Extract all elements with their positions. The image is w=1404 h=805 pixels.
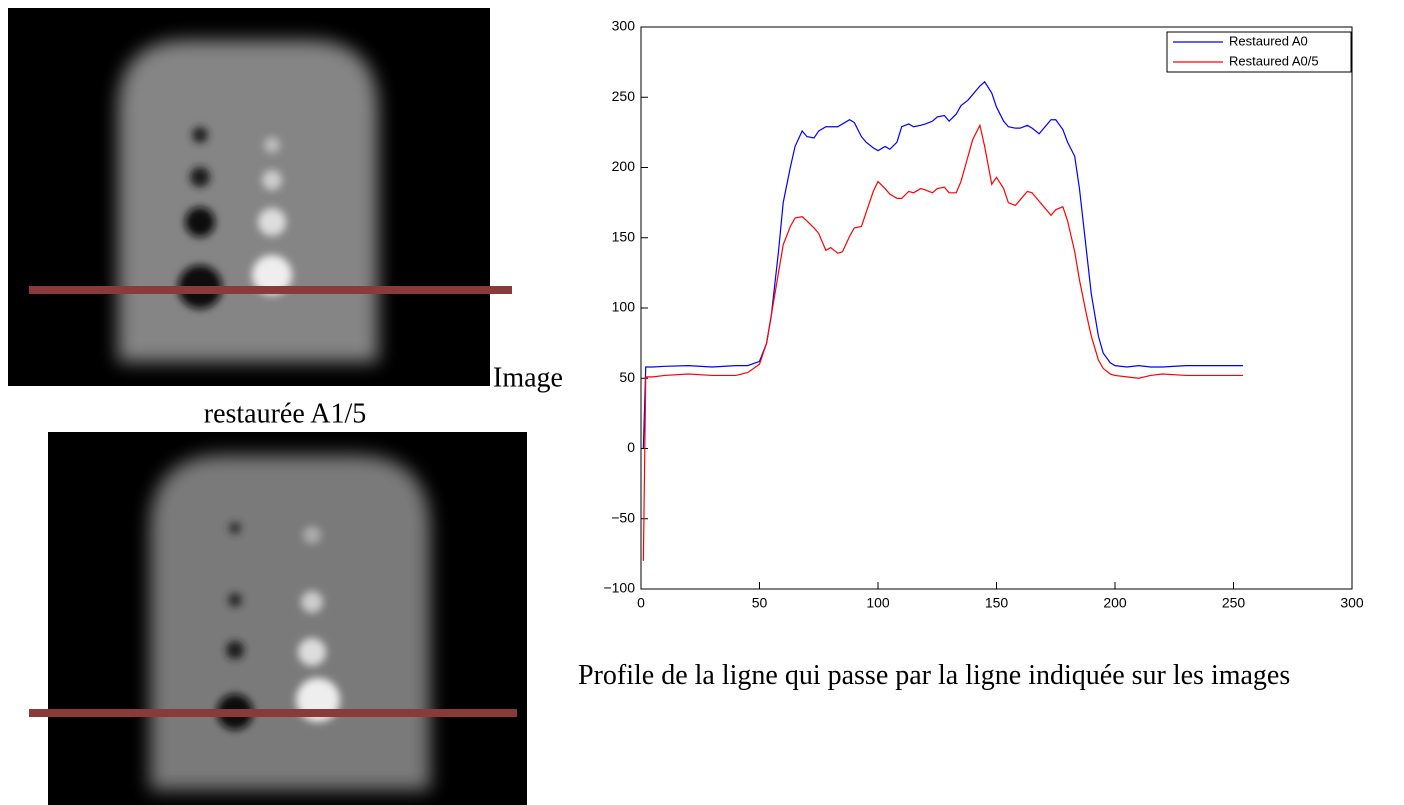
y-tick-label: 300 [612, 18, 636, 34]
y-tick-label: 150 [612, 228, 636, 244]
x-tick-label: 300 [1340, 595, 1364, 611]
x-tick-label: 250 [1222, 595, 1246, 611]
image-bottom [29, 432, 527, 805]
x-tick-label: 150 [985, 595, 1009, 611]
x-tick-label: 100 [866, 595, 890, 611]
image-label: Image [493, 362, 563, 393]
y-tick-label: 50 [619, 369, 635, 385]
image-top [8, 8, 512, 386]
y-tick-label: 0 [627, 439, 635, 455]
x-tick-label: 200 [1103, 595, 1127, 611]
legend-label: Restaured A0/5 [1229, 53, 1319, 68]
line-series [642, 123, 1243, 561]
image-caption: restaurée A1/5 [204, 398, 367, 429]
y-tick-label: 250 [612, 88, 636, 104]
x-tick-label: 50 [752, 595, 768, 611]
plot-frame [640, 26, 1353, 590]
y-tick-label: −50 [611, 509, 635, 525]
line-series [642, 80, 1243, 449]
y-tick-label: −100 [603, 580, 635, 596]
legend-label: Restaured A0 [1229, 33, 1308, 48]
x-tick-label: 0 [637, 595, 645, 611]
y-tick-label: 200 [612, 158, 636, 174]
y-tick-label: 100 [612, 299, 636, 315]
legend-box [1166, 31, 1352, 73]
profile-caption: Profile de la ligne qui passe par la lig… [578, 660, 1291, 691]
